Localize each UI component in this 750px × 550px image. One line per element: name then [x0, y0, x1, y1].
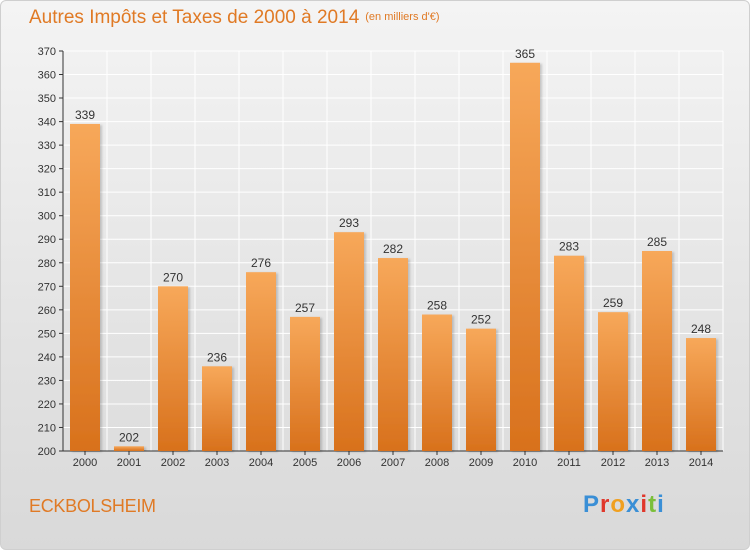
x-tick-label: 2002	[161, 457, 185, 469]
value-label: 365	[515, 47, 535, 61]
x-tick-label: 2012	[601, 457, 625, 469]
y-tick-label: 200	[38, 446, 56, 458]
bar	[70, 123, 100, 452]
value-label: 285	[647, 235, 667, 249]
value-label: 252	[471, 313, 491, 327]
bar	[422, 314, 452, 451]
y-tick-label: 360	[38, 70, 56, 82]
logo-letter: i	[657, 491, 665, 518]
bars	[70, 62, 716, 452]
y-tick-label: 350	[38, 93, 56, 105]
y-tick-label: 210	[38, 422, 56, 434]
y-tick-label: 310	[38, 187, 56, 199]
x-tick-label: 2009	[469, 457, 493, 469]
x-tick-label: 2005	[293, 457, 317, 469]
logo-letter: x	[626, 491, 641, 518]
logo-letter: o	[610, 491, 627, 518]
y-tick-label: 270	[38, 281, 56, 293]
x-tick-label: 2003	[205, 457, 229, 469]
y-tick-label: 300	[38, 211, 56, 223]
logo-letter: i	[640, 491, 649, 518]
chart-unit: (en milliers d'€)	[365, 11, 440, 23]
proxiti-logo: Proxiti	[583, 491, 665, 519]
value-label: 283	[559, 240, 579, 254]
bar	[290, 316, 320, 451]
value-label: 248	[691, 322, 711, 336]
y-tick-label: 290	[38, 234, 56, 246]
commune-name: ECKBOLSHEIM	[29, 496, 156, 516]
y-tick-label: 220	[38, 399, 56, 411]
x-tick-label: 2006	[337, 457, 361, 469]
y-tick-label: 240	[38, 352, 56, 364]
value-label: 276	[251, 256, 271, 270]
logo-letter: t	[648, 491, 658, 518]
axes: 200 210 220 230 240 250 260 270 280 290 300 310 320 3…	[38, 46, 723, 469]
bar	[246, 272, 276, 451]
x-tick-label: 2008	[425, 457, 449, 469]
y-tick-label: 320	[38, 164, 56, 176]
y-tick-label: 330	[38, 140, 56, 152]
logo-letter: P	[583, 491, 601, 518]
value-label: 282	[383, 242, 403, 256]
y-tick-label: 260	[38, 305, 56, 317]
x-tick-label: 2000	[73, 457, 97, 469]
y-tick-label: 280	[38, 258, 56, 270]
x-tick-label: 2014	[689, 457, 713, 469]
x-tick-label: 2010	[513, 457, 537, 469]
bar	[466, 328, 496, 451]
bar	[554, 255, 584, 451]
value-label: 270	[163, 270, 183, 284]
x-tick-label: 2004	[249, 457, 273, 469]
chart-title: Autres Impôts et Taxes de 2000 à 2014 (en…	[29, 7, 440, 29]
value-label: 258	[427, 299, 447, 313]
bar	[334, 232, 364, 451]
value-label: 257	[295, 301, 315, 315]
value-label: 202	[119, 430, 139, 444]
logo-letter: r	[600, 491, 611, 518]
y-tick-label: 370	[38, 46, 56, 58]
value-label: 259	[603, 296, 623, 310]
value-label: 339	[75, 108, 95, 122]
bar	[202, 366, 232, 451]
x-tick-label: 2013	[645, 457, 669, 469]
bar	[510, 62, 540, 451]
y-tick-label: 340	[38, 117, 56, 129]
bar	[158, 286, 188, 451]
y-tick-label: 230	[38, 375, 56, 387]
x-tick-label: 2011	[557, 457, 581, 469]
value-label: 293	[339, 216, 359, 230]
value-label: 236	[207, 350, 227, 364]
bar	[598, 312, 628, 451]
bar	[114, 446, 144, 451]
chart-title-text: Autres Impôts et Taxes de 2000 à 2014	[29, 7, 360, 28]
value-labels: 339 202 270 236 276 257 293 282 258 252 365 283 259 2…	[75, 47, 711, 445]
x-tick-label: 2007	[381, 457, 405, 469]
x-tick-label: 2001	[117, 457, 141, 469]
bar	[642, 251, 672, 451]
bar	[378, 258, 408, 451]
y-tick-label: 250	[38, 328, 56, 340]
bar	[686, 338, 716, 451]
